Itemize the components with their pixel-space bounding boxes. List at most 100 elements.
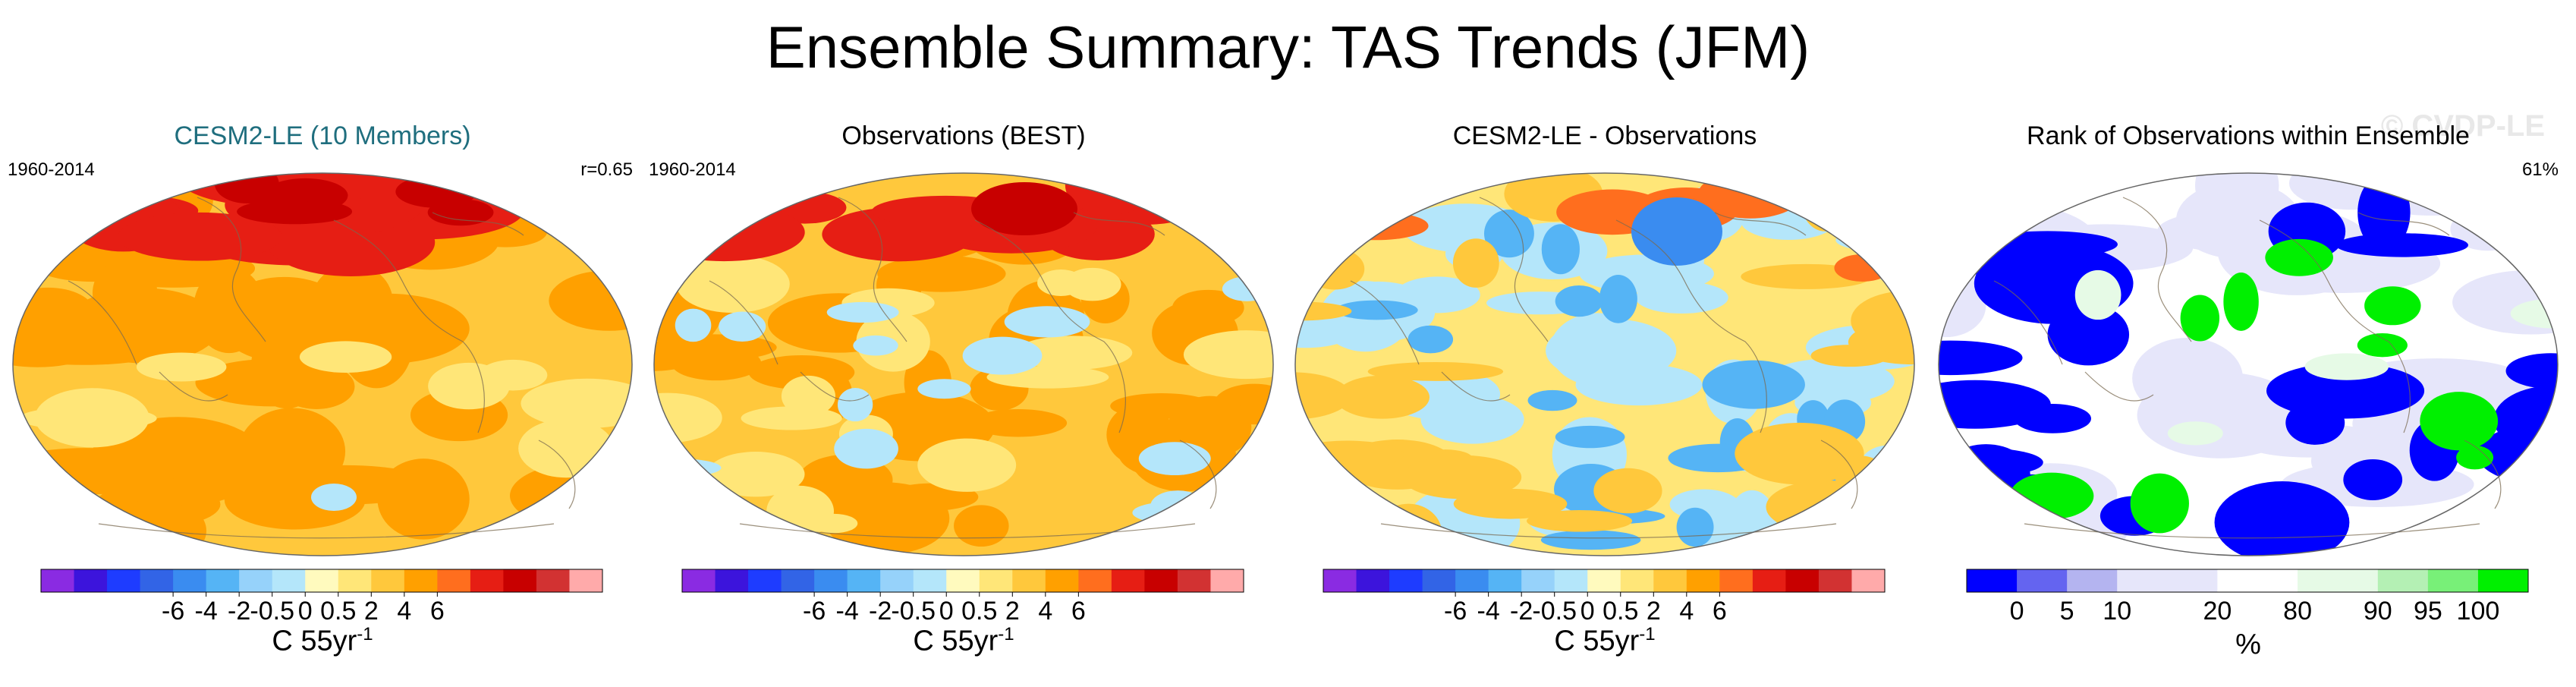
colorbar-unit: C 55yr-1 <box>272 624 373 657</box>
cooling-region <box>837 388 873 422</box>
rank-low <box>2285 401 2345 445</box>
colorbar-tick-label: 5 <box>2060 597 2074 626</box>
colorbar-box <box>173 569 207 592</box>
colorbar-box <box>1521 569 1555 592</box>
warming-difference <box>1735 422 1864 485</box>
colorbar-tick-label: -0.5 <box>250 597 294 626</box>
colorbar-tick-label: -2 <box>228 597 250 626</box>
colorbar-box <box>1851 569 1886 592</box>
panel-observations: Observations (BEST) 1960-2014 -6 -4 -2 -0.5… <box>649 114 1279 676</box>
colorbar-tick-label: 4 <box>1679 597 1694 626</box>
rank-high <box>2420 392 2499 451</box>
colorbar-box <box>748 569 782 592</box>
colorbar-tick-label: -6 <box>803 597 826 626</box>
colorbar-frame <box>1323 569 1886 593</box>
coastlines <box>68 197 576 539</box>
weak-warming <box>1183 330 1273 380</box>
panel-difference: CESM2-LE - Observations -6 -4 -2 -0.5 0 0.5 2 4… <box>1290 114 1920 676</box>
strong-warming-difference <box>1697 173 1803 219</box>
colorbar-box <box>2298 569 2379 592</box>
colorbar-box <box>2067 569 2118 592</box>
cooling-difference <box>1549 313 1646 386</box>
weak-warming <box>706 452 805 497</box>
rank-low <box>1939 380 2051 429</box>
colorbar-box <box>913 569 947 592</box>
panel-summary: 61% <box>2521 159 2559 180</box>
weak-warming <box>34 388 149 448</box>
colorbar-box <box>140 569 174 592</box>
colorbar-tick-label: 4 <box>397 597 411 626</box>
weak-warming <box>136 352 227 382</box>
colorbar-box <box>1356 569 1390 592</box>
arctic-warming <box>1222 173 1273 201</box>
strong-warming <box>427 199 494 226</box>
cooling-region <box>826 301 899 323</box>
main-title: Ensemble Summary: TAS Trends (JFM) <box>766 14 1810 80</box>
rank-high <box>2223 273 2259 331</box>
cooling-region <box>675 308 712 342</box>
arctic-warming <box>1212 227 1273 257</box>
map-border <box>653 172 1274 556</box>
strong-cooling-difference <box>1483 210 1534 258</box>
colorbar: -6 -4 -2 -0.5 0 0.5 2 4 6 <box>1323 569 1886 626</box>
map-border <box>1294 172 1915 556</box>
colorbar-unit: % <box>2235 629 2261 660</box>
colorbar-box <box>880 569 914 592</box>
colorbar-box <box>569 569 603 592</box>
strong-cooling-difference <box>1555 285 1603 317</box>
strong-cooling-difference <box>1676 507 1714 547</box>
weak-warming <box>479 359 548 391</box>
colorbar-tick-label: 0 <box>298 597 313 626</box>
colorbar-box <box>272 569 306 592</box>
colorbar-box <box>1587 569 1621 592</box>
colorbar-box <box>715 569 749 592</box>
colorbar-box <box>470 569 504 592</box>
colorbar-box <box>305 569 339 592</box>
coastlines <box>709 197 1217 539</box>
panel-rank: © CVDP-LE Rank of Observations within En… <box>1933 109 2563 676</box>
colorbar-box <box>1422 569 1456 592</box>
colorbar-tick-label: -4 <box>195 597 218 626</box>
rank-low <box>2521 456 2558 531</box>
strong-warming-difference <box>1803 181 1914 228</box>
warming-region <box>954 505 1009 547</box>
colorbar-box <box>1144 569 1178 592</box>
colorbar-box <box>437 569 471 592</box>
colorbar-tick-label: -2 <box>869 597 892 626</box>
colorbar-tick-label: 6 <box>430 597 445 626</box>
rank-low <box>1977 231 2118 258</box>
colorbar-box <box>1785 569 1820 592</box>
warming-difference <box>1295 372 1351 420</box>
strong-warming <box>232 182 318 206</box>
colorbar-box <box>814 569 848 592</box>
colorbar-tick-label: 0.5 <box>320 597 356 626</box>
panel-period: 1960-2014 <box>649 159 736 180</box>
weak-warming <box>299 341 392 373</box>
colorbar-tick-label: 95 <box>2414 597 2442 626</box>
arctic-warming <box>564 185 632 234</box>
weak-warming <box>781 375 836 417</box>
colorbar-box <box>1653 569 1687 592</box>
colorbar-unit: C 55yr-1 <box>1554 624 1656 657</box>
cooling-region <box>917 379 971 399</box>
colorbar: -6 -4 -2 -0.5 0 0.5 2 4 6 <box>681 569 1244 626</box>
colorbar: 0 5 10 20 80 90 95 100 <box>1966 569 2529 626</box>
strong-warming <box>971 182 1077 235</box>
colorbar-tick-label: -4 <box>836 597 859 626</box>
colorbar-box <box>1111 569 1145 592</box>
weak-warming <box>654 503 703 534</box>
colorbar-tick-label: 6 <box>1071 597 1086 626</box>
arctic-warming <box>654 173 791 206</box>
warming-difference <box>1835 455 1887 496</box>
colorbar-tick-label: 2 <box>364 597 379 626</box>
colorbar-box <box>41 569 75 592</box>
rank-mid-high <box>2167 421 2223 446</box>
weak-warming <box>676 255 790 314</box>
rank-mid-high <box>2304 353 2389 380</box>
cooling-region <box>853 335 898 356</box>
cooling-region <box>719 311 766 342</box>
colorbar-tick-label: 2 <box>1005 597 1020 626</box>
cooling-difference <box>1635 281 1728 314</box>
colorbar-box <box>1620 569 1654 592</box>
panel-title: CESM2-LE - Observations <box>1452 121 1757 150</box>
